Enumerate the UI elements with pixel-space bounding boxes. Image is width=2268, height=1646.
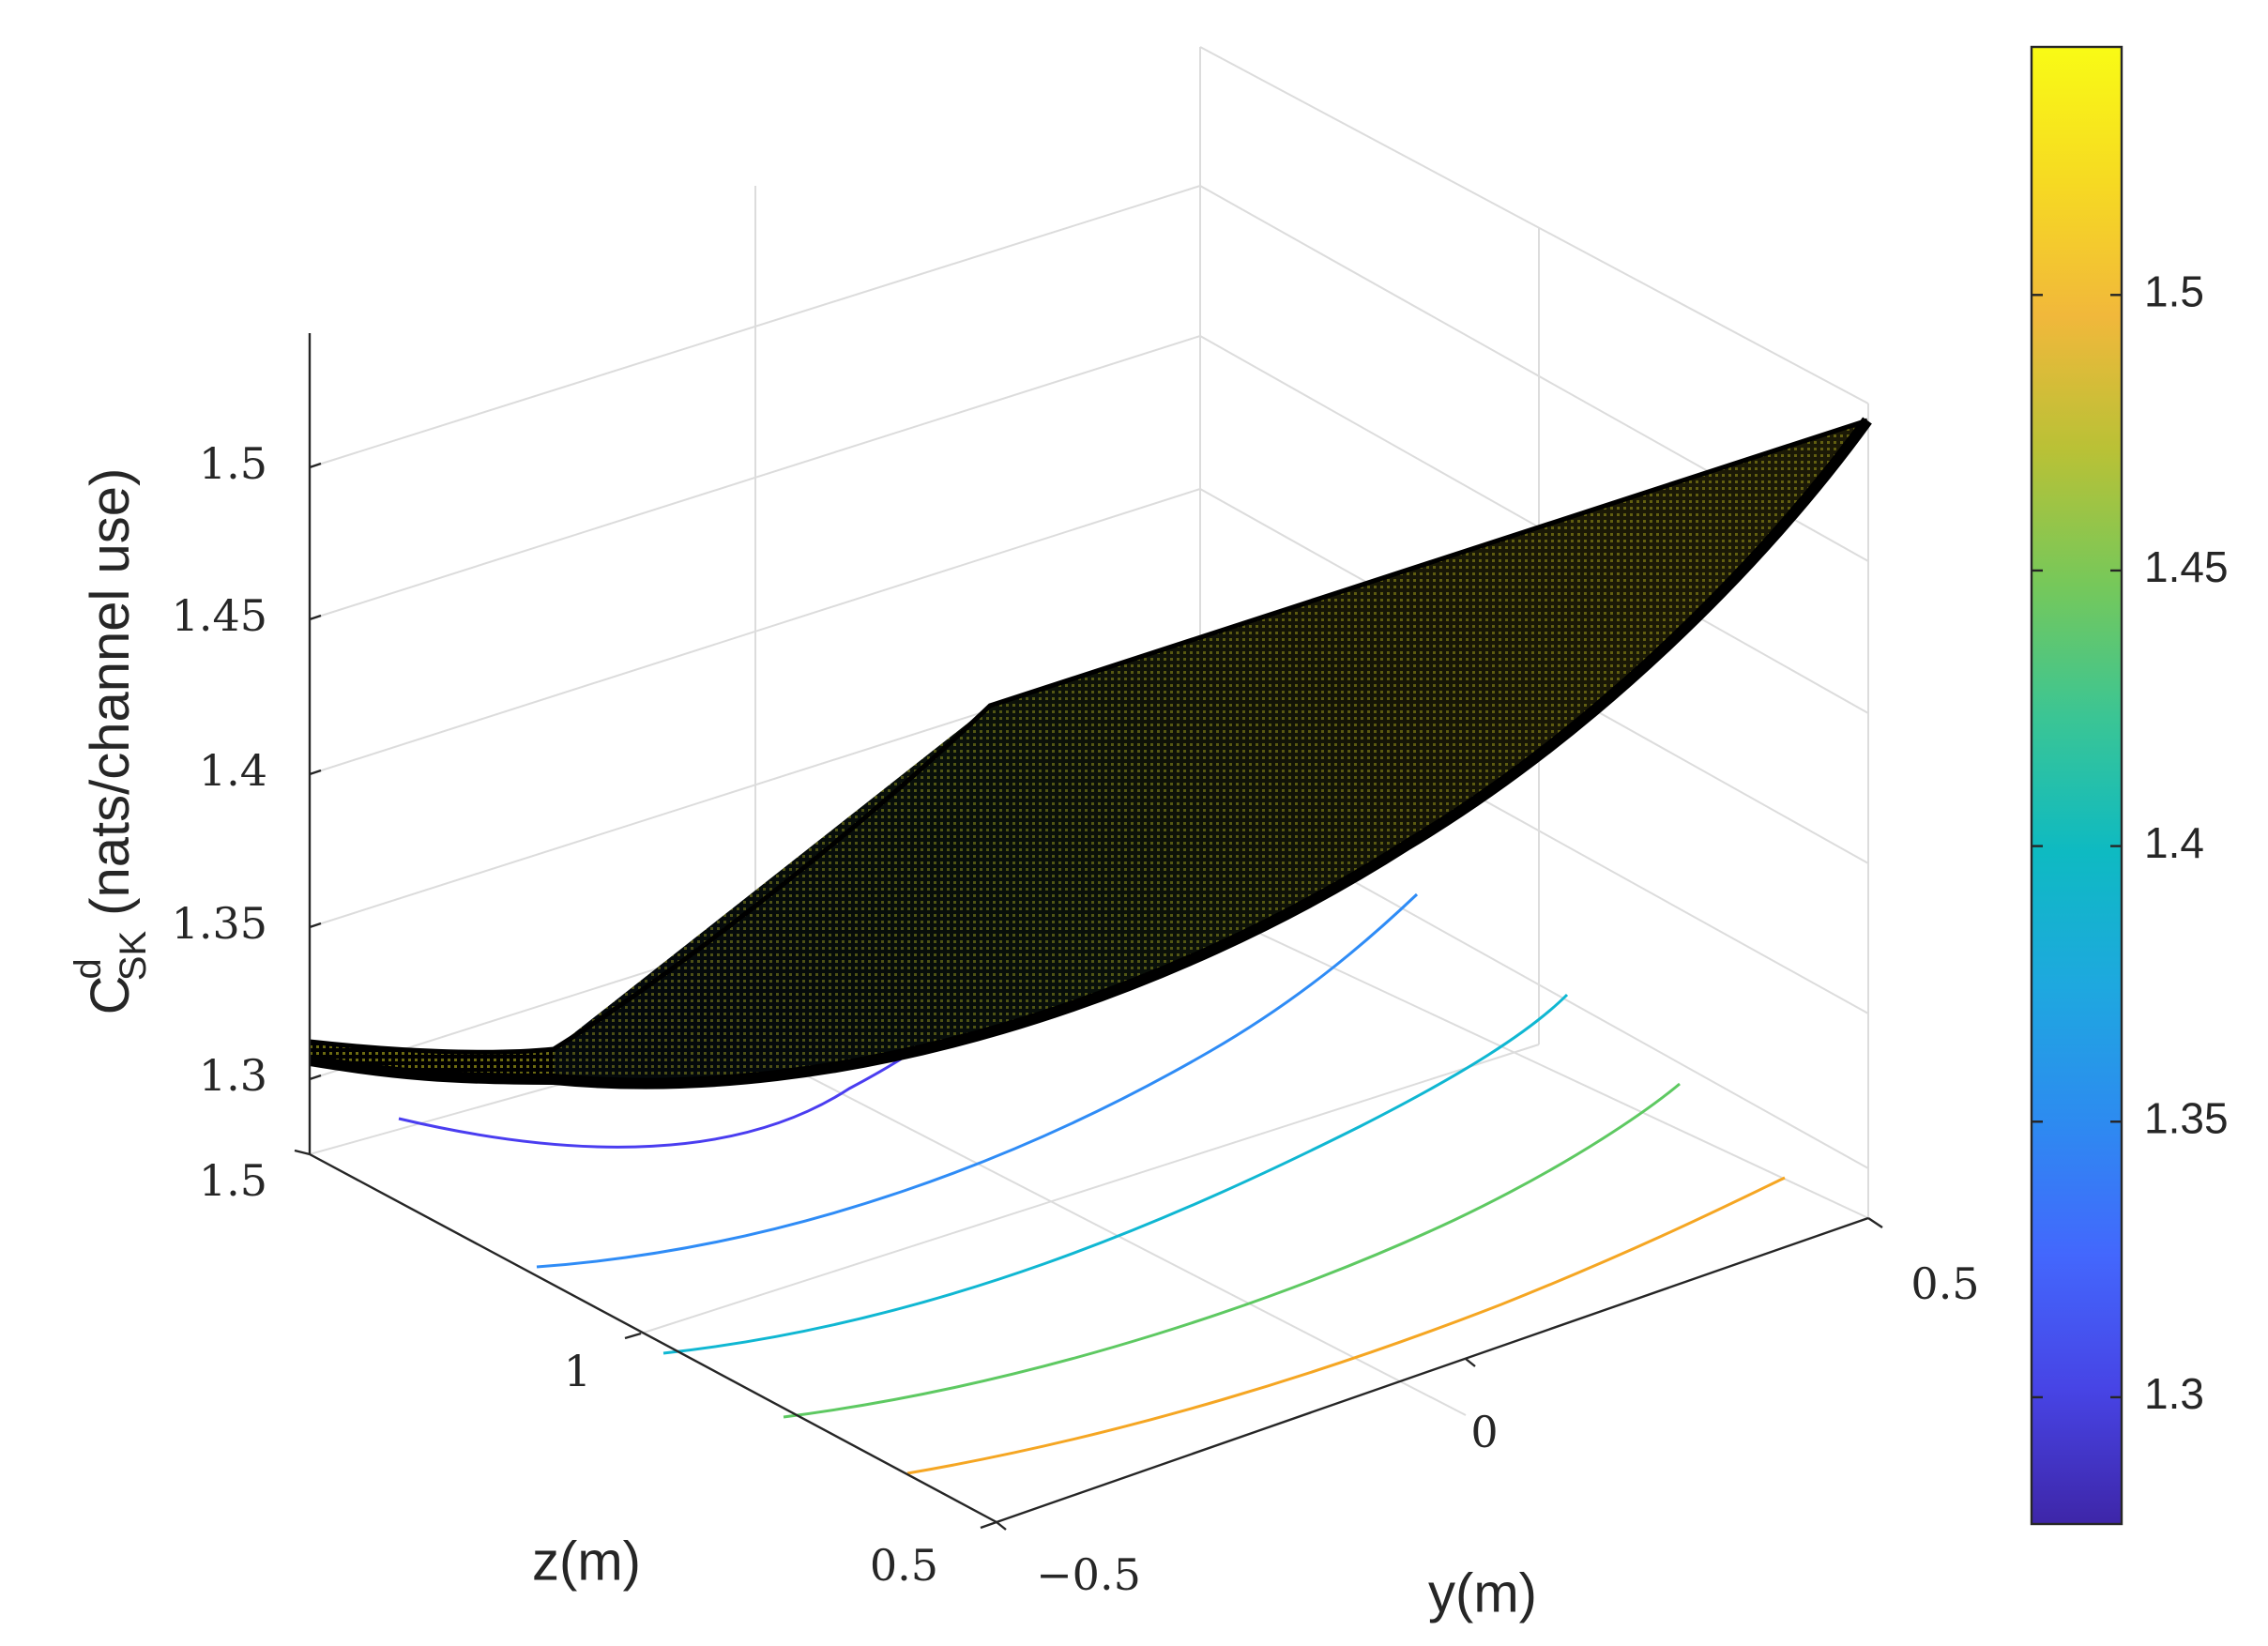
z-axis-label-subscript: SK: [113, 931, 154, 982]
contour-line: [783, 1082, 1681, 1419]
z-axis-label: Cd SK (nats/channel use): [68, 468, 154, 1015]
depth-tick: [980, 1520, 997, 1530]
grid-line: [754, 1048, 1467, 1416]
grid-line: [1199, 905, 1869, 1219]
contour-line: [906, 1176, 1786, 1475]
colorbar-tick-label: 1.5: [2144, 267, 2204, 315]
colorbar-ticks: 1.3 1.35 1.4 1.45 1.5: [2032, 267, 2229, 1418]
z-tick: [309, 769, 322, 776]
grid-line: [309, 487, 1869, 864]
contour-lines: [398, 892, 1786, 1475]
z-tick-label: 1.4: [199, 745, 267, 796]
y-tick-label: 0.5: [1910, 1258, 1979, 1309]
depth-axis-label: z(m): [532, 1531, 641, 1592]
colorbar-tick-label: 1.35: [2144, 1093, 2229, 1142]
z-axis-label-unit: (nats/channel use): [80, 468, 141, 916]
surface-edge: [309, 418, 1868, 1055]
y-tick-label: −0.5: [1036, 1549, 1141, 1600]
depth-tick-labels: 1.5 1 0.5: [199, 1155, 938, 1591]
colorbar-bar: [2030, 45, 2123, 1526]
axes: [294, 333, 1883, 1531]
z-axis-label-superscript: d: [68, 958, 109, 979]
grid-line: [1199, 46, 1869, 404]
colorbar-tick-label: 1.3: [2144, 1369, 2204, 1418]
z-tick-label: 1.5: [199, 438, 267, 489]
z-axis-label-base: C: [80, 975, 141, 1014]
z-tick-label: 1.3: [199, 1050, 267, 1101]
z-tick: [309, 922, 322, 929]
contour-line: [662, 993, 1569, 1355]
depth-tick-label: 1.5: [199, 1155, 267, 1206]
grid-lines: [309, 46, 1869, 1416]
colorbar: 1.3 1.35 1.4 1.45 1.5: [2030, 45, 2229, 1526]
y-tick: [1867, 1217, 1883, 1228]
z-tick-label: 1.35: [172, 898, 267, 949]
surface-mesh: [309, 417, 1872, 1090]
z-tick: [309, 1074, 322, 1081]
y-tick-label: 0: [1470, 1407, 1498, 1457]
surface-front-edge: [309, 417, 1872, 1090]
surface-shading: [554, 420, 1867, 1084]
y-axis-line: [996, 1216, 1869, 1524]
colorbar-tick-label: 1.4: [2144, 818, 2204, 867]
grid-line: [309, 184, 1869, 562]
depth-tick: [294, 1149, 311, 1156]
z-tick-labels: 1.5 1.45 1.4 1.35 1.3: [172, 438, 267, 1101]
colorbar-tick-label: 1.45: [2144, 542, 2229, 591]
contour-line: [536, 892, 1419, 1269]
grid-line: [640, 1044, 1540, 1334]
y-tick-labels: −0.5 0 0.5: [1036, 1258, 1979, 1600]
depth-axis-line: [309, 1152, 997, 1524]
y-tick: [996, 1521, 1007, 1531]
depth-tick-label: 0.5: [870, 1540, 938, 1591]
y-tick: [1465, 1358, 1476, 1367]
y-axis-label: y(m): [1428, 1562, 1537, 1623]
z-tick: [309, 614, 322, 621]
depth-tick-label: 1: [564, 1346, 591, 1396]
z-tick: [309, 462, 322, 469]
z-tick-label: 1.45: [172, 590, 267, 641]
depth-tick: [624, 1332, 642, 1340]
